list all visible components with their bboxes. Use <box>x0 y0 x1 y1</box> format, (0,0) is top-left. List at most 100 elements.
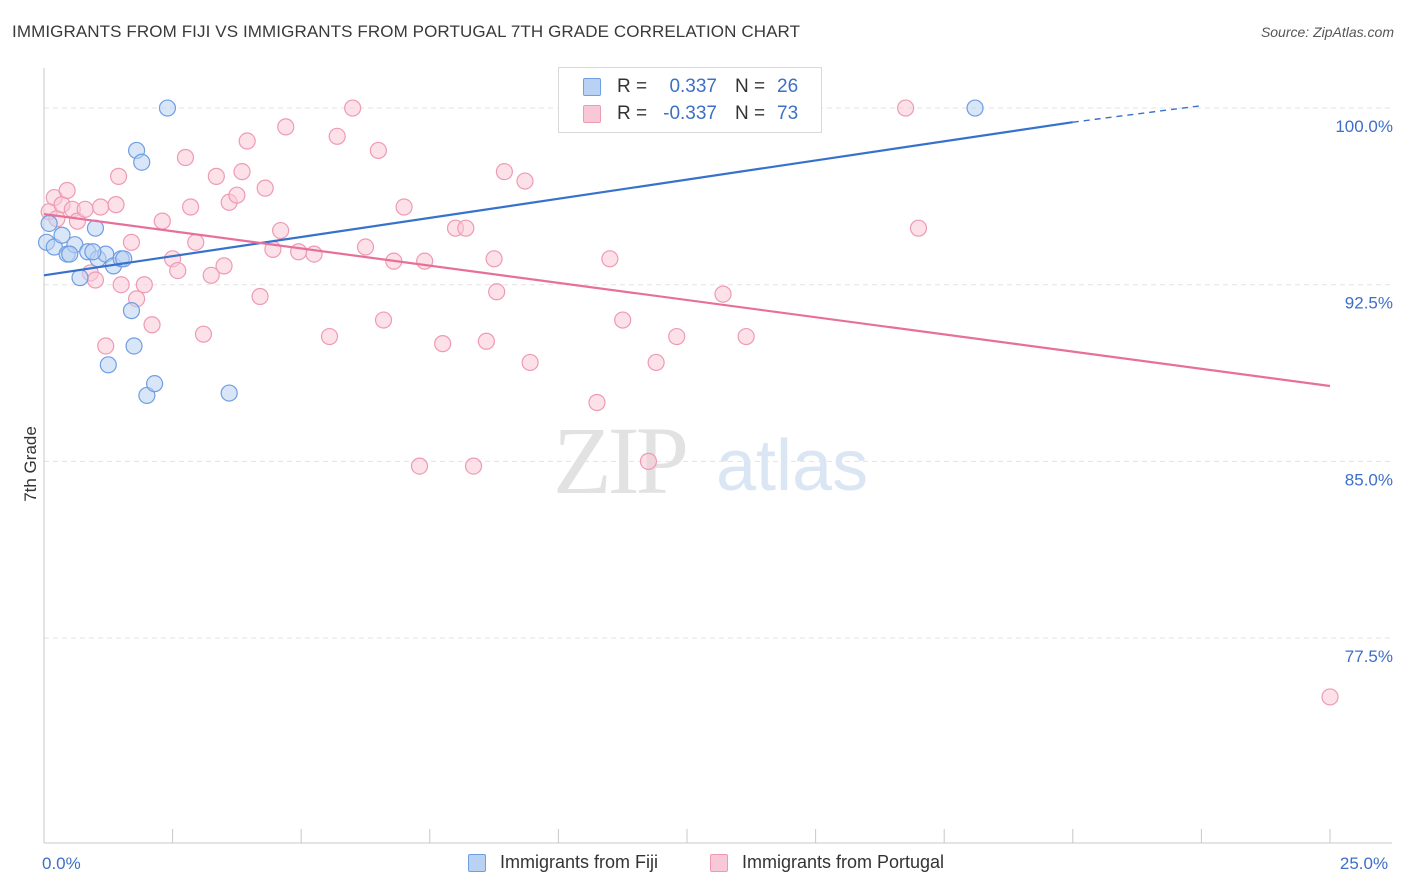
fiji-point <box>40 214 58 233</box>
portugal-point <box>897 99 915 117</box>
fiji-point <box>220 384 238 402</box>
portugal-point <box>714 285 732 303</box>
portugal-point <box>639 452 658 470</box>
portugal-point <box>176 148 195 167</box>
portugal-point <box>369 141 387 160</box>
fiji-swatch <box>583 78 601 96</box>
portugal-point <box>233 163 251 181</box>
y-tick-label: 85.0% <box>1345 470 1393 489</box>
x-tick-labels: 0.0% 25.0% <box>42 854 1388 873</box>
fiji-point <box>158 99 177 117</box>
portugal-point <box>182 198 200 216</box>
fiji-point <box>71 269 89 287</box>
portugal-point <box>668 327 686 346</box>
portugal-point <box>516 172 534 190</box>
fiji-point <box>133 153 151 171</box>
portugal-point <box>251 287 269 306</box>
y-tick-label: 100.0% <box>1335 117 1393 136</box>
portugal-point <box>464 457 483 475</box>
portugal-point <box>614 311 632 329</box>
y-tick-labels: 100.0% 92.5% 85.0% 77.5% <box>1335 117 1393 666</box>
fiji-n-label: N = <box>735 76 766 97</box>
fiji-point <box>61 245 79 263</box>
portugal-swatch <box>583 105 601 123</box>
portugal-point <box>112 276 130 294</box>
portugal-point <box>395 198 413 216</box>
portugal-point <box>207 167 225 185</box>
grid-lines <box>44 107 1390 639</box>
chart-title: IMMIGRANTS FROM FIJI VS IMMIGRANTS FROM … <box>12 22 801 41</box>
portugal-point <box>238 132 256 150</box>
portugal-point <box>215 257 233 275</box>
fiji-r-value: 0.337 <box>669 76 717 97</box>
fiji-point <box>99 356 117 374</box>
fiji-legend-swatch <box>468 853 486 872</box>
portugal-point <box>601 250 619 268</box>
portugal-point <box>374 311 393 329</box>
portugal-point <box>457 219 475 237</box>
fiji-trend-line <box>43 121 1073 277</box>
portugal-point <box>187 233 205 251</box>
portugal-point <box>320 327 339 346</box>
portugal-point <box>1321 688 1339 706</box>
fiji-legend-label: Immigrants from Fiji <box>500 852 659 872</box>
portugal-point <box>410 457 429 475</box>
portugal-point <box>228 186 246 204</box>
legend-item-portugal: Immigrants from Portugal <box>710 852 944 873</box>
portugal-point <box>109 167 128 185</box>
portugal-n-value: 73 <box>777 103 799 124</box>
portugal-point <box>277 118 295 136</box>
portugal-point <box>58 181 76 200</box>
portugal-point <box>737 327 755 346</box>
fiji-point <box>125 337 143 355</box>
portugal-n-label: N = <box>735 103 766 124</box>
fiji-point <box>53 226 71 244</box>
portugal-r-label: R = <box>617 103 648 124</box>
portugal-point <box>153 212 171 230</box>
portugal-point <box>290 243 308 261</box>
portugal-point <box>122 233 141 251</box>
portugal-point <box>328 127 346 145</box>
portugal-point <box>488 283 506 301</box>
portugal-point <box>194 325 213 343</box>
series-portugal-points <box>40 99 1339 706</box>
x-tick-label: 0.0% <box>42 854 81 873</box>
y-tick-label: 92.5% <box>1345 294 1393 313</box>
portugal-point <box>495 163 513 181</box>
portugal-point <box>909 219 928 237</box>
fiji-n-value: 26 <box>777 76 799 97</box>
y-axis-label: 7th Grade <box>21 426 40 502</box>
portugal-point <box>344 99 362 117</box>
portugal-r-value: -0.337 <box>663 103 717 124</box>
portugal-point <box>356 238 375 256</box>
stats-legend: R = 0.337 N = 26 R = -0.337 N = 73 <box>558 67 822 133</box>
portugal-point <box>86 271 105 289</box>
legend-row-fiji: R = 0.337 N = 26 <box>583 74 798 100</box>
portugal-point <box>202 266 220 284</box>
portugal-point <box>272 221 290 240</box>
fiji-point <box>966 99 984 117</box>
portugal-point <box>91 198 110 216</box>
legend-item-fiji: Immigrants from Fiji <box>468 852 658 873</box>
portugal-point <box>256 179 274 197</box>
series-fiji-points <box>37 99 984 405</box>
watermark-atlas: atlas <box>716 426 868 506</box>
fiji-point <box>122 302 141 320</box>
y-tick-label: 77.5% <box>1345 647 1393 666</box>
portugal-point <box>434 335 452 353</box>
fiji-point <box>84 243 102 261</box>
portugal-point <box>485 250 503 268</box>
portugal-point <box>135 276 153 294</box>
fiji-r-label: R = <box>617 76 648 97</box>
fiji-point <box>145 375 164 393</box>
portugal-point <box>97 337 115 355</box>
portugal-point <box>477 332 495 350</box>
portugal-trend-line <box>43 212 1331 388</box>
legend-row-portugal: R = -0.337 N = 73 <box>583 101 798 127</box>
source-credit: Source: ZipAtlas.com <box>1260 24 1394 40</box>
portugal-legend-swatch <box>710 853 728 872</box>
watermark: ZIP atlas <box>553 407 868 514</box>
portugal-point <box>143 316 161 334</box>
portugal-point <box>647 353 665 372</box>
